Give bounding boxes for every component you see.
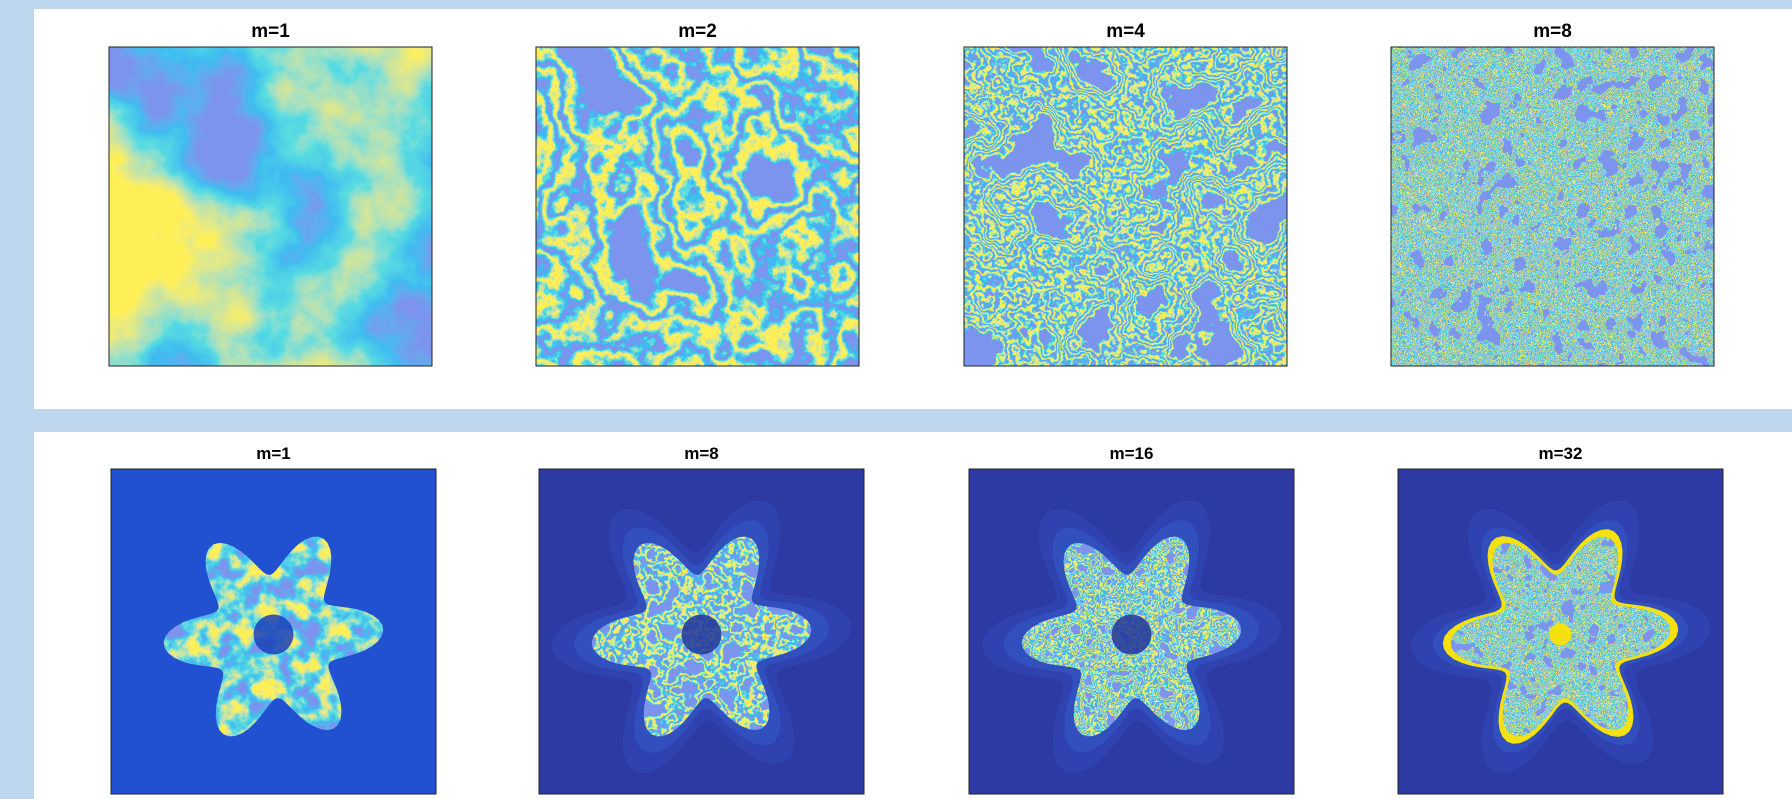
panel-title: m=8 (684, 444, 719, 463)
panel-title: m=4 (1106, 21, 1145, 42)
panel-title: m=1 (256, 444, 291, 463)
center-hole (682, 615, 722, 655)
panel-title: m=16 (1110, 444, 1154, 463)
noise-image (964, 47, 1287, 366)
panel-title: m=2 (678, 21, 717, 42)
panel-title: m=32 (1539, 444, 1583, 463)
center-hole (1112, 615, 1152, 655)
center-spot (1550, 624, 1572, 646)
figure: m=1 m=2 m=4 m=8 m=1 m=8 m=16 m=32 (0, 0, 1792, 799)
panel-title: m=8 (1533, 21, 1572, 42)
noise-image (536, 47, 859, 366)
panel-title: m=1 (251, 21, 290, 42)
center-hole (254, 615, 294, 655)
page: m=1m=2m=4m=8m=1m=8m=16m=32 (() => { cons… (0, 0, 1792, 799)
noise-image (109, 47, 432, 366)
noise-image (1391, 47, 1714, 366)
